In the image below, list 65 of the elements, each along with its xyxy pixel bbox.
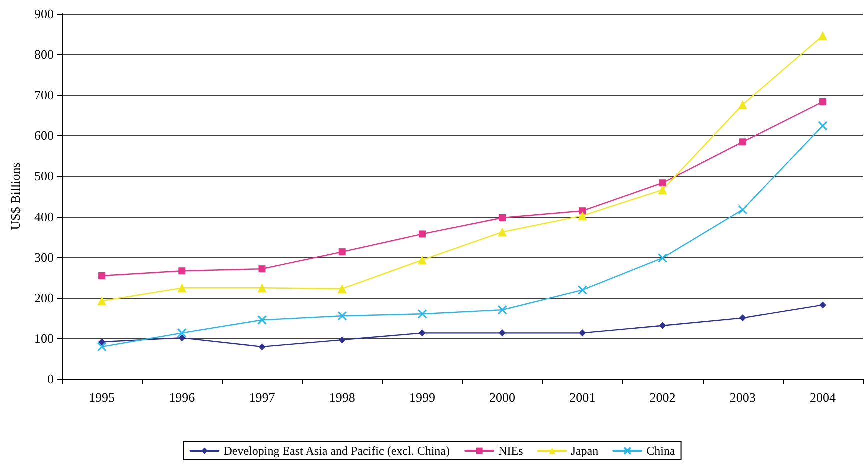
- point: [579, 208, 586, 215]
- point: [818, 31, 828, 40]
- point: [578, 285, 588, 295]
- x-tick-label: 1996: [169, 390, 196, 405]
- x-tick-label: 2002: [650, 390, 676, 405]
- point: [98, 338, 106, 346]
- point: [178, 334, 186, 342]
- y-tick-label: 100: [34, 330, 54, 346]
- point: [658, 186, 668, 195]
- legend-label: China: [646, 444, 676, 458]
- point: [258, 284, 267, 293]
- x-tick-label: 1999: [409, 390, 436, 405]
- x-tick-label: 1997: [249, 390, 276, 405]
- y-tick-label: 800: [34, 47, 54, 62]
- x-tick-label: 2003: [730, 390, 756, 405]
- point: [818, 121, 828, 131]
- point: [499, 330, 506, 337]
- point: [418, 309, 428, 319]
- y-tick-label: 400: [34, 209, 54, 224]
- point: [579, 330, 586, 337]
- point: [97, 342, 107, 352]
- point: [738, 100, 748, 110]
- point: [418, 230, 426, 238]
- point: [659, 322, 666, 330]
- point: [499, 214, 506, 222]
- point: [258, 343, 266, 350]
- point: [498, 228, 508, 237]
- point: [498, 305, 508, 315]
- point: [418, 256, 427, 265]
- point: [177, 328, 187, 338]
- x-tick-label: 2001: [570, 390, 596, 405]
- point: [739, 314, 746, 322]
- point: [98, 272, 106, 280]
- legend-label: Japan: [571, 444, 599, 458]
- point: [659, 180, 666, 187]
- x-tick-label: 2004: [810, 390, 836, 405]
- point: [739, 138, 746, 146]
- legend-label: NIEs: [498, 444, 524, 458]
- x-tick-label: 1995: [89, 390, 116, 405]
- point: [338, 284, 347, 294]
- point: [178, 268, 186, 275]
- y-tick-label: 0: [48, 372, 54, 386]
- point: [819, 98, 826, 106]
- point: [98, 296, 107, 306]
- point: [418, 330, 426, 337]
- legend-label: Developing East Asia and Pacific (excl. China): [224, 444, 450, 458]
- point: [338, 336, 346, 344]
- point: [178, 284, 187, 293]
- point: [819, 302, 826, 309]
- x-tick-label: 1998: [329, 390, 356, 405]
- point: [258, 266, 266, 273]
- point: [658, 253, 668, 263]
- y-tick-label: 700: [34, 88, 54, 103]
- point: [338, 248, 346, 256]
- y-tick-label: 900: [34, 6, 54, 22]
- y-tick-label: 200: [34, 290, 54, 306]
- point: [738, 205, 748, 215]
- y-tick-label: 500: [34, 168, 54, 184]
- point: [578, 211, 588, 220]
- point: [258, 315, 267, 325]
- x-tick-label: 2000: [490, 390, 516, 405]
- y-tick-label: 600: [34, 128, 54, 144]
- y-axis-title: US$ Billions: [8, 162, 23, 230]
- point: [338, 311, 348, 321]
- y-tick-label: 300: [34, 250, 54, 265]
